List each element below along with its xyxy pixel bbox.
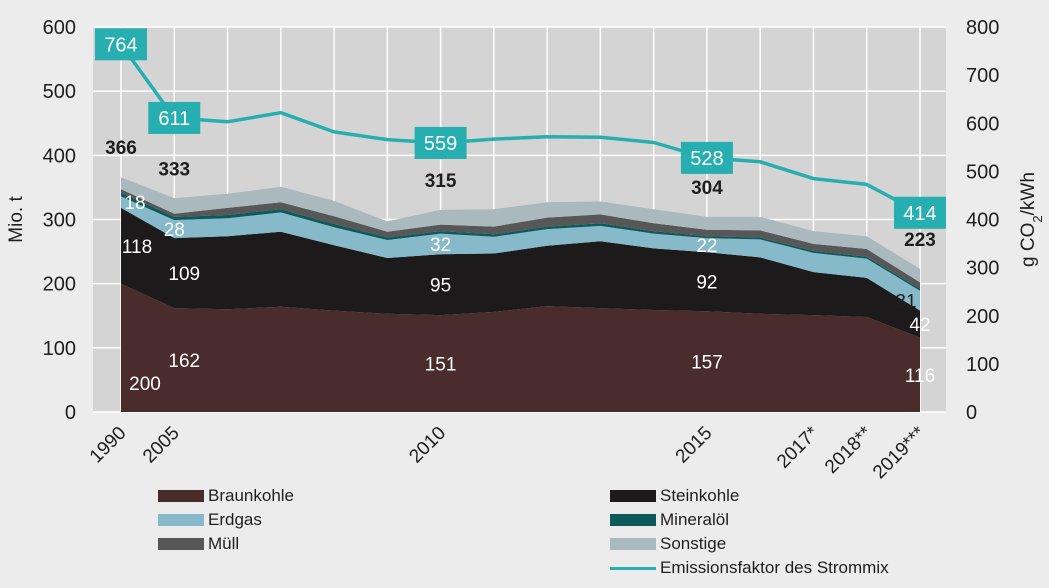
- x-tick-3: 2015: [672, 423, 717, 468]
- legend-item-braunkohle: Braunkohle: [158, 486, 294, 506]
- x-axis: 1990 2005 2010 2015 2017*2018**2019***: [86, 422, 930, 480]
- legend-swatch-steinkohle: [610, 490, 656, 502]
- y-right-tick-4: 400: [966, 210, 999, 232]
- y-right-tick-2: 200: [966, 306, 999, 328]
- line-value-box-1: [148, 101, 201, 134]
- legend-swatch-erdgas: [158, 514, 204, 526]
- x-tick-6: 2019***: [869, 422, 930, 480]
- braunkohle-label-2: 151: [425, 355, 457, 376]
- braunkohle-label-4: 116: [905, 366, 935, 387]
- total-label-0: 366: [105, 138, 137, 159]
- erdgas-label-4: 31: [895, 292, 916, 313]
- line-value-box-2: [414, 126, 467, 159]
- y-right-tick-5: 500: [966, 161, 999, 183]
- legend-item-muell: Müll: [158, 534, 239, 554]
- x-tick-5: 2018**: [821, 422, 877, 478]
- legend-item-mineraloel: Mineralöl: [610, 510, 729, 530]
- x-tick-2: 2010: [405, 423, 450, 468]
- legend-swatch-emissionsfaktor: [610, 566, 656, 570]
- total-label-2: 315: [425, 171, 457, 192]
- line-emissionsfaktor: [119, 43, 921, 215]
- line-value-label-3: 528: [690, 148, 723, 170]
- y-right-tick-6: 600: [966, 113, 999, 135]
- line-value-box-3: [680, 141, 733, 174]
- legend-item-emissionsfaktor: Emissionsfaktor des Strommix: [610, 558, 889, 578]
- y-right-tick-7: 700: [966, 65, 999, 87]
- erdgas-label-1: 28: [164, 220, 185, 241]
- y-left-axis-label: Mio. t: [6, 196, 27, 243]
- legend-label-braunkohle: Braunkohle: [208, 486, 295, 505]
- steinkohle-label-1: 109: [168, 264, 200, 285]
- total-label-4: 223: [904, 230, 936, 251]
- y-axis-left: 0 100 200 300 400 500 600 Mio. t: [6, 17, 76, 424]
- legend-item-sonstige: Sonstige: [610, 534, 726, 554]
- y-left-tick-2: 200: [43, 274, 76, 296]
- line-value-label-1: 611: [158, 108, 190, 130]
- legend-label-mineraloel: Mineralöl: [660, 510, 729, 529]
- area-m-ll: [121, 189, 920, 289]
- area-sonstige: [121, 177, 920, 283]
- y-left-tick-6: 600: [43, 17, 76, 39]
- braunkohle-label-0: 200: [129, 374, 161, 395]
- line-value-box-4: [894, 196, 946, 229]
- legend-label-erdgas: Erdgas: [208, 510, 262, 529]
- legend-item-erdgas: Erdgas: [158, 510, 262, 530]
- stacked-areas: [121, 177, 920, 412]
- line-value-label-4: 414: [903, 203, 936, 225]
- chart-canvas: 0 100 200 300 400 500 600 Mio. t 0 100 200 300 400 50…: [6, 17, 1045, 480]
- legend-swatch-mineraloel: [610, 514, 656, 526]
- y-right-axis-label: g CO2/kWh: [1018, 172, 1045, 267]
- steinkohle-label-4: 42: [909, 315, 930, 336]
- area-braunkohle: [121, 283, 920, 412]
- legend-label-sonstige: Sonstige: [660, 534, 727, 553]
- legend-swatch-muell: [158, 538, 204, 550]
- total-label-1: 333: [158, 159, 190, 180]
- x-tick-0: 1990: [86, 423, 131, 468]
- data-labels: 764 611 559 528 414 366 333 315 304 223 200 162 151 1…: [95, 28, 946, 395]
- y-left-tick-3: 300: [43, 210, 76, 232]
- line-value-box-0: [95, 28, 147, 61]
- erdgas-label-3: 22: [696, 236, 717, 257]
- total-label-3: 304: [691, 178, 723, 199]
- y-right-tick-0: 0: [966, 402, 977, 424]
- legend-swatch-braunkohle: [158, 490, 204, 502]
- y-left-tick-0: 0: [65, 402, 76, 424]
- y-left-tick-1: 100: [43, 338, 76, 360]
- y-right-tick-3: 300: [966, 258, 999, 280]
- legend-swatch-sonstige: [610, 538, 656, 550]
- steinkohle-label-2: 95: [430, 276, 451, 297]
- braunkohle-label-3: 157: [691, 353, 723, 374]
- steinkohle-label-0: 118: [122, 237, 152, 258]
- legend-label-muell: Müll: [208, 534, 240, 553]
- y-right-tick-1: 100: [966, 354, 999, 376]
- legend-label-steinkohle: Steinkohle: [660, 486, 740, 505]
- y-right-tick-8: 800: [966, 17, 999, 39]
- x-tick-4: 2017*: [773, 422, 823, 472]
- area-erdgas: [121, 196, 920, 311]
- line-value-label-2: 559: [424, 133, 457, 155]
- y-left-tick-4: 400: [43, 145, 76, 167]
- x-tick-1: 2005: [139, 423, 184, 468]
- erdgas-label-2: 32: [430, 235, 451, 256]
- line-value-label-0: 764: [104, 34, 137, 56]
- erdgas-label-0: 18: [124, 193, 145, 214]
- area-steinkohle: [121, 207, 920, 338]
- legend-label-emissionsfaktor: Emissionsfaktor des Strommix: [660, 558, 889, 577]
- steinkohle-label-3: 92: [696, 273, 717, 294]
- legend-item-steinkohle: Steinkohle: [610, 486, 739, 506]
- y-left-tick-5: 500: [43, 81, 76, 103]
- braunkohle-label-1: 162: [168, 351, 200, 372]
- y-axis-right: 0 100 200 300 400 500 600 700 800 g CO2/kWh: [966, 17, 1045, 424]
